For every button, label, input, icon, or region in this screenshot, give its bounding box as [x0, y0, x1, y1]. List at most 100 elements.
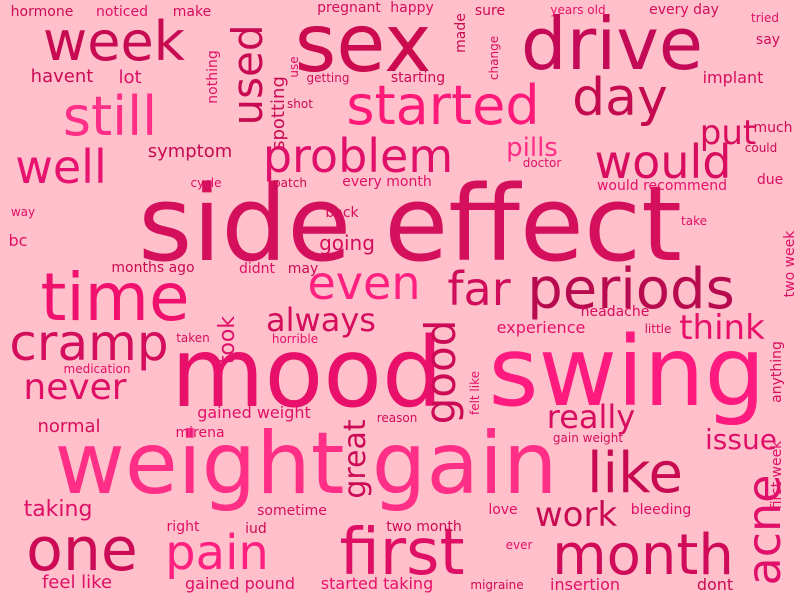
word-make: make	[172, 4, 212, 20]
word-horrible: horrible	[271, 332, 319, 346]
word-reason: reason	[376, 411, 418, 425]
word-shot: shot	[287, 97, 313, 111]
word-periods: periods	[527, 257, 735, 322]
word-side-effect: side effect	[138, 163, 682, 285]
word-medication: medication	[63, 362, 131, 376]
word-gain-weight: gain weight	[552, 431, 624, 445]
word-bleeding: bleeding	[630, 502, 692, 518]
word-gained-pound: gained pound	[184, 574, 296, 593]
word-every-month: every month	[342, 174, 432, 190]
word-like: like	[586, 441, 684, 506]
word-problem: problem	[262, 129, 454, 183]
word-say: say	[755, 32, 781, 48]
word-happy: happy	[390, 0, 434, 16]
word-pain: pain	[165, 525, 269, 581]
word-sex: sex	[294, 0, 432, 90]
word-even: even	[307, 256, 421, 310]
word-made: made	[453, 13, 469, 53]
word-work: work	[534, 495, 618, 535]
word-little: little	[644, 322, 672, 336]
word-mirena: mirena	[175, 425, 225, 441]
word-doctor: doctor	[522, 156, 562, 170]
word-way: way	[10, 205, 36, 219]
word-think: think	[679, 308, 765, 348]
word-two-month: two month	[386, 519, 462, 535]
word-first: first	[339, 516, 465, 590]
word-right: right	[166, 519, 200, 535]
word-much: much	[753, 120, 793, 136]
word-could: could	[744, 141, 778, 155]
word-every-day: every day	[649, 2, 719, 18]
word-one: one	[26, 515, 138, 585]
word-iud: iud	[245, 521, 267, 537]
word-never: never	[23, 367, 127, 408]
word-hormone: hormone	[10, 4, 74, 20]
word-first-week: first week	[769, 440, 785, 510]
word-havent: havent	[30, 66, 94, 87]
word-ever: ever	[505, 538, 533, 552]
word-didnt: didnt	[238, 261, 276, 277]
word-months-ago: months ago	[111, 260, 195, 276]
word-taken: taken	[176, 331, 210, 345]
word-starting: starting	[390, 70, 446, 86]
word-nothing: nothing	[205, 50, 221, 104]
word-pills: pills	[506, 133, 558, 163]
word-started-taking: started taking	[320, 574, 434, 593]
word-normal: normal	[37, 416, 101, 437]
word-migraine: migraine	[470, 578, 524, 592]
word-great: great	[338, 419, 373, 499]
word-lot: lot	[118, 67, 142, 88]
word-noticed: noticed	[95, 4, 149, 20]
word-dont: dont	[696, 575, 734, 594]
word-taking: taking	[23, 497, 93, 522]
word-take: take	[681, 214, 707, 228]
word-month: month	[552, 523, 734, 588]
word-may: may	[287, 261, 319, 277]
word-drive: drive	[520, 2, 704, 86]
word-put: put	[699, 113, 757, 153]
word-two-week: two week	[782, 230, 798, 298]
word-getting: getting	[306, 71, 350, 85]
word-felt-like: felt like	[468, 370, 482, 416]
word-always: always	[266, 301, 376, 339]
word-implant: implant	[702, 68, 764, 87]
word-day: day	[572, 68, 668, 128]
word-sometime: sometime	[257, 503, 327, 519]
word-really: really	[546, 398, 636, 436]
word-feel-like: feel like	[41, 572, 113, 593]
word-sure: sure	[474, 3, 506, 19]
word-insertion: insertion	[550, 575, 620, 594]
word-cramp: cramp	[9, 314, 169, 372]
word-good: good	[416, 319, 465, 425]
word-used: used	[223, 24, 272, 126]
word-bc: bc	[8, 231, 28, 250]
word-tried: tried	[751, 11, 779, 25]
word-use: use	[287, 56, 301, 78]
word-issue: issue	[705, 423, 777, 456]
word-far: far	[447, 262, 511, 316]
word-week: week	[43, 10, 185, 73]
word-pregnant: pregnant	[317, 0, 381, 16]
word-spotting: spotting	[268, 76, 289, 150]
word-anything: anything	[769, 341, 785, 403]
word-love: love	[488, 502, 518, 518]
word-cycle: cycle	[190, 176, 222, 190]
word-change: change	[487, 35, 501, 81]
word-time: time	[40, 259, 190, 336]
word-years-old: years old	[550, 3, 606, 17]
word-experience: experience	[496, 318, 586, 337]
word-would: would	[594, 135, 732, 189]
word-mood: mood	[171, 317, 443, 429]
word-gained-weight: gained weight	[197, 403, 311, 422]
word-headache: headache	[580, 304, 650, 320]
word-weight-gain: weight gain	[54, 414, 558, 514]
word-symptom: symptom	[147, 141, 233, 162]
word-due: due	[756, 172, 784, 188]
word-took: took	[215, 315, 240, 365]
word-swing: swing	[488, 316, 766, 428]
word-back: back	[325, 205, 359, 221]
word-would-recommend: would recommend	[596, 178, 728, 194]
word-started: started	[346, 74, 540, 137]
word-going: going	[319, 231, 375, 255]
